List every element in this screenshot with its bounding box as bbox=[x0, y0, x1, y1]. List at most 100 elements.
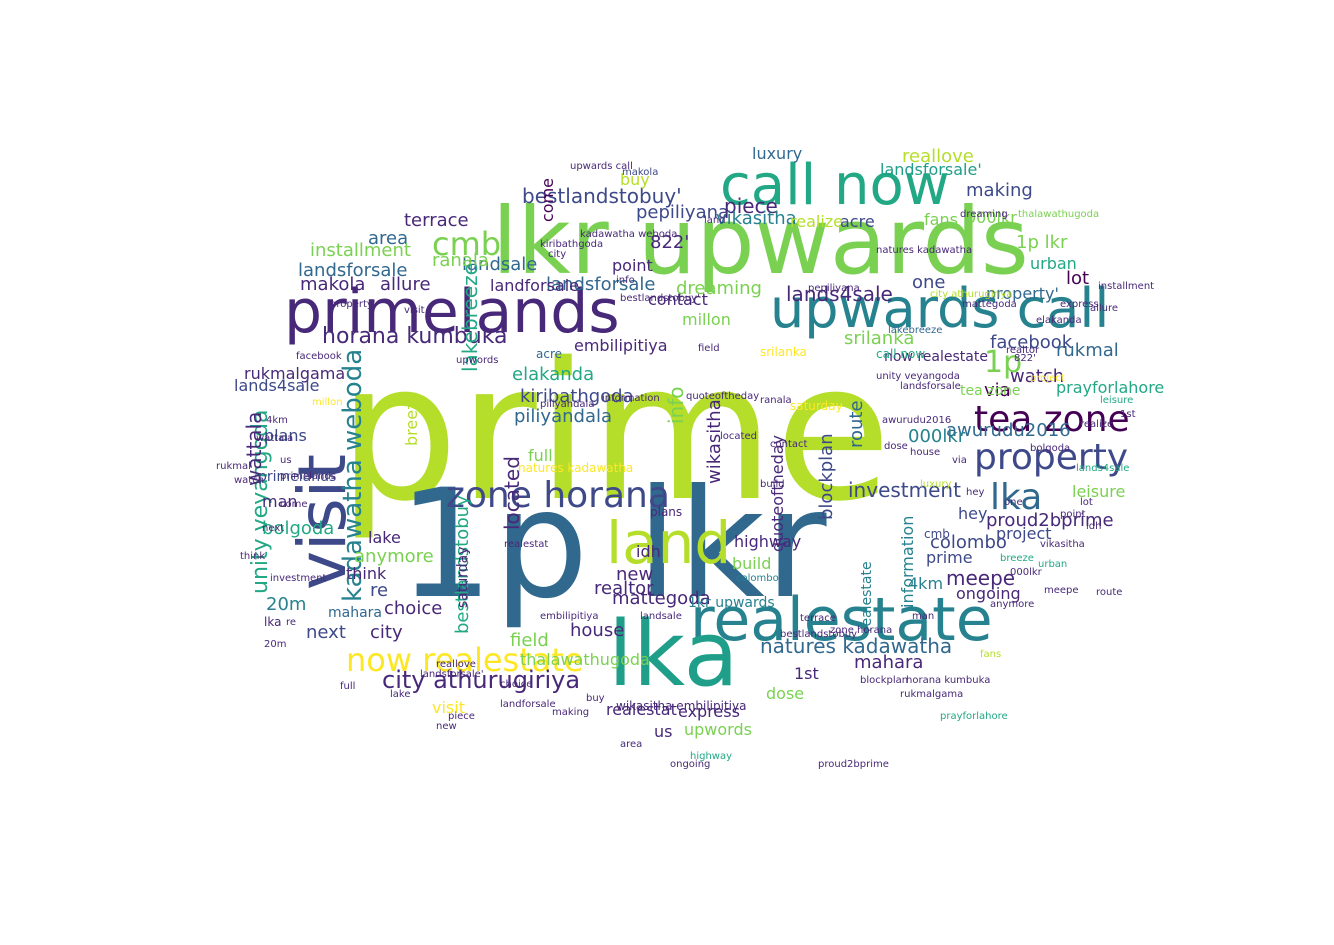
word-us-119: us bbox=[654, 722, 673, 741]
word-project-185: project bbox=[1030, 373, 1065, 384]
word-reallove-29: reallove bbox=[902, 146, 974, 167]
word-blockplan-165: blockplan bbox=[860, 675, 909, 686]
word-bolgoda-173: bolgoda bbox=[1030, 443, 1071, 454]
word-idh-201: idh bbox=[1086, 521, 1102, 532]
word-realestat-227: realestat bbox=[504, 539, 549, 550]
word-horana-kumbuka-168: horana kumbuka bbox=[906, 675, 991, 686]
word-prayforlahore-46: prayforlahore bbox=[1056, 378, 1165, 397]
word-piece-218: piece bbox=[448, 711, 475, 722]
word-mahara-128: mahara bbox=[328, 605, 383, 621]
word-lot-208: lot bbox=[1080, 497, 1093, 508]
word-luxury-178: luxury bbox=[920, 479, 952, 490]
word-1p-lkr-38: 1p lkr bbox=[1016, 232, 1068, 253]
word-fans-35: fans bbox=[924, 210, 958, 229]
word-meepe-28: meepe bbox=[946, 566, 1016, 590]
word-piliyandala-97: piliyandala bbox=[514, 406, 613, 427]
word-wikasitha-embilipitiya-132: wikasitha embilipitiya bbox=[616, 699, 747, 713]
word-re-93: re bbox=[370, 580, 389, 601]
word-landsforsale-36: landsforsale' bbox=[880, 160, 982, 179]
word-natures-kadawatha-17: natures kadawatha bbox=[760, 634, 953, 658]
word-land-9: land bbox=[606, 509, 732, 577]
word-saturday-140: saturday bbox=[790, 399, 843, 413]
word-natures-kadawatha-170: natures kadawatha bbox=[876, 245, 973, 256]
word-tea-zone-124: tea zone bbox=[960, 383, 1021, 399]
word-makola-150: makola bbox=[622, 167, 659, 178]
word-investment-24: investment bbox=[848, 478, 961, 502]
word-landsforsale-163: landsforsale bbox=[900, 381, 961, 392]
word-prime-122: prime bbox=[926, 548, 973, 567]
word-urban-39: urban bbox=[1030, 254, 1077, 273]
word-upwards-call-143: upwards call bbox=[570, 161, 633, 172]
word-realtor-104: realtor bbox=[594, 578, 654, 599]
word-realize-180: realize bbox=[1080, 419, 1114, 430]
word-kiribathgoda-153: kiribathgoda bbox=[540, 239, 604, 250]
word-plans-85: plans bbox=[264, 426, 307, 445]
word-hey-206: hey bbox=[966, 487, 985, 498]
word-buy-214: buy bbox=[586, 693, 605, 704]
word-via-205: via bbox=[952, 455, 967, 466]
word-house-138: house bbox=[910, 447, 941, 458]
word-horana-kumbuka-20: horana kumbuka bbox=[322, 324, 508, 349]
word-investment-142: investment bbox=[270, 573, 327, 584]
word-express-179: express bbox=[1060, 299, 1099, 310]
word-dreaming-161: dreaming bbox=[960, 209, 1008, 220]
word-landsale-234: landsale bbox=[640, 611, 682, 622]
word-lands4sale-82: lands4sale bbox=[234, 376, 320, 395]
word-next-90: next bbox=[306, 622, 346, 643]
word-build-121: build bbox=[732, 554, 772, 573]
word-4km-196: 4km bbox=[266, 415, 288, 426]
word-allure-79: allure bbox=[380, 274, 431, 295]
word-information-63: information bbox=[898, 515, 917, 608]
word-land-215: land bbox=[704, 215, 726, 226]
word-mattegoda-103: mattegoda bbox=[612, 588, 711, 609]
word-now-realestate-127: now realestate bbox=[884, 349, 988, 365]
word-route-186: route bbox=[1096, 587, 1123, 598]
word-quoteoftheday-145: quoteoftheday bbox=[686, 391, 760, 402]
word-new-211: new bbox=[436, 721, 457, 732]
word-build-223: build bbox=[760, 479, 785, 490]
word-bolgoda-88: bolgoda bbox=[262, 518, 335, 539]
word-zone-horana-10: zone horana bbox=[446, 475, 670, 516]
word-call-now-6: call now bbox=[720, 153, 950, 218]
word-tea-zone-12: tea zone bbox=[974, 399, 1130, 440]
word-meepe-184: meepe bbox=[1044, 585, 1079, 596]
word-srilanka-133: srilanka bbox=[760, 345, 807, 359]
word-choice-105: choice bbox=[384, 598, 443, 619]
word-realestate-7: realestate bbox=[690, 585, 993, 655]
word-hey-56: hey bbox=[958, 504, 988, 523]
word-colombo-25: colombo bbox=[930, 532, 1007, 553]
word-cmb-15: cmb bbox=[432, 225, 502, 263]
word-watch-48: watch bbox=[1010, 366, 1065, 387]
word-4km-58: 4km bbox=[908, 574, 944, 593]
word-dreaming-66: dreaming bbox=[676, 278, 762, 299]
word-contact-222: contact bbox=[770, 439, 808, 450]
word-proud2bprime-172: proud2bprime bbox=[818, 759, 889, 770]
word-think-92: think bbox=[346, 564, 387, 583]
word-rukmalgama-155: rukmalgama bbox=[900, 689, 964, 700]
word-thalawathugoda-152: thalawathugoda bbox=[1018, 209, 1100, 220]
word-embilipitiya-229: embilipitiya bbox=[540, 611, 599, 622]
word-millon-174: millon bbox=[312, 397, 343, 408]
word-lka-18: lka bbox=[990, 477, 1043, 518]
word-watch-187: watch bbox=[234, 475, 265, 486]
word-rukmal-191: rukmal bbox=[216, 461, 251, 472]
word-city-106: city bbox=[370, 622, 403, 643]
word-1p-lkr-1: 1p lkr bbox=[398, 458, 827, 632]
word-new-101: new bbox=[616, 564, 654, 585]
word-primelands-86: primelands bbox=[258, 469, 337, 485]
word-1st-62: 1st bbox=[794, 664, 819, 683]
word-ongoing-149: ongoing bbox=[670, 759, 711, 770]
word-urban-183: urban bbox=[1038, 559, 1068, 570]
word-lands4sale-171: lands4sale bbox=[1076, 463, 1130, 474]
word-landsforsale-77: landsforsale bbox=[298, 260, 408, 281]
word-awurudu2016-156: awurudu2016 bbox=[882, 415, 952, 426]
word-kadawatha-weboda-131: kadawatha weboda bbox=[580, 229, 678, 240]
word-one-42: one bbox=[912, 272, 946, 293]
word-now-realestate-11: now realestate bbox=[346, 641, 584, 679]
word-kiribathgoda-96: kiribathgoda bbox=[520, 386, 634, 407]
word-lake-94: lake bbox=[368, 528, 401, 547]
word-ongoing-59: ongoing bbox=[956, 584, 1021, 603]
word-installment-76: installment bbox=[310, 240, 411, 261]
word-prayforlahore-157: prayforlahore bbox=[940, 711, 1008, 722]
word-pepiliyana-22: pepiliyana bbox=[636, 202, 730, 223]
